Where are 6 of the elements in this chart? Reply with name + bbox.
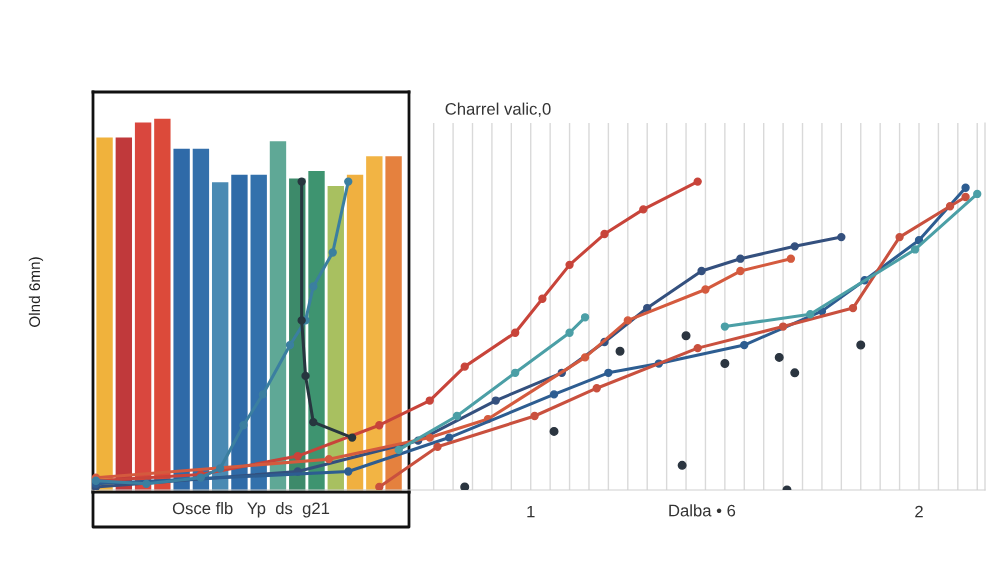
- x-tick-label: 2: [915, 505, 923, 518]
- x-axis-title: Osce flb Yp ds g21: [172, 502, 330, 518]
- y-axis-title: Olnd 6mn): [28, 257, 44, 327]
- x-axis-title: Dalba • 6: [669, 504, 736, 517]
- x-tick-label: 1: [527, 505, 535, 518]
- chart-title: Charrel valic,0: [445, 102, 551, 117]
